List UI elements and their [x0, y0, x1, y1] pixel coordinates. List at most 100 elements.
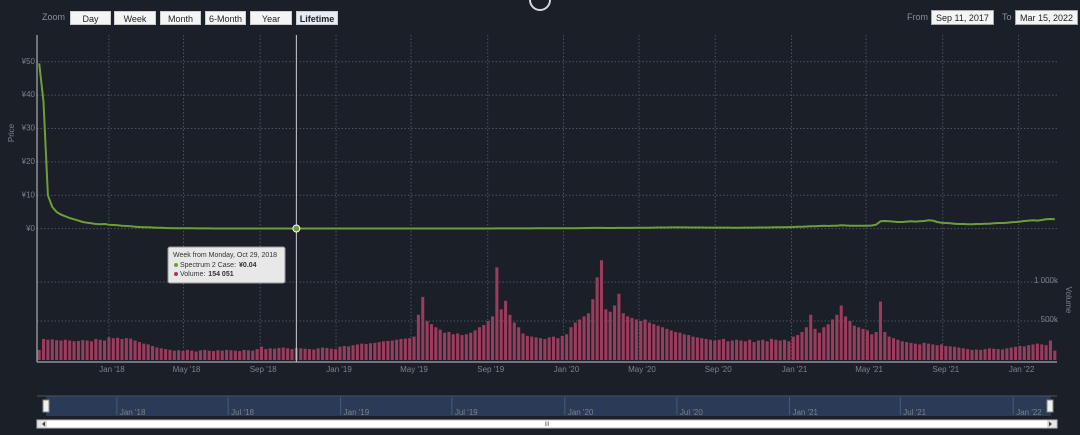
volume-bar: [150, 345, 155, 360]
tooltip-row: Volume: 154 051: [180, 271, 234, 278]
tooltip-dot: [174, 272, 178, 276]
volume-bar: [883, 331, 887, 360]
volume-bar: [212, 351, 216, 360]
volume-bar: [996, 349, 1000, 360]
volume-bar: [355, 344, 359, 360]
volume-bar: [839, 305, 843, 360]
volume-bar: [660, 327, 665, 360]
volume-bar: [992, 348, 996, 360]
volume-bar: [556, 338, 560, 360]
volume-bar: [865, 330, 869, 360]
to-date[interactable]: Mar 15, 2022: [1015, 10, 1078, 25]
volume-bar: [913, 343, 917, 360]
volume-bar: [94, 338, 98, 360]
volume-bar: [948, 346, 952, 360]
volume-bar: [682, 334, 686, 360]
volume-bar: [342, 345, 346, 360]
volume-bar: [329, 348, 333, 360]
volume-bar: [172, 350, 176, 360]
volume-bar: [386, 340, 390, 360]
volume-bar: [268, 348, 272, 360]
volume-bar: [438, 329, 442, 360]
volume-bar: [277, 347, 281, 360]
volume-bar: [669, 330, 673, 360]
volume-bar: [185, 349, 189, 360]
x-tick-label: Jan '19: [326, 365, 352, 374]
volume-bar: [425, 321, 429, 360]
volume-bar: [334, 349, 338, 360]
zoom-button[interactable]: Month: [160, 11, 201, 25]
scroll-arrow-left[interactable]: [42, 421, 45, 427]
volume-bar: [586, 313, 590, 360]
scroll-arrow-right[interactable]: [1049, 421, 1052, 427]
loading-icon: [529, 0, 551, 11]
volume-bar: [987, 348, 991, 360]
volume-bar: [538, 338, 542, 360]
zoom-button[interactable]: Lifetime: [296, 11, 338, 25]
x-tick-label: Jan '21: [782, 365, 808, 374]
volume-bar: [55, 340, 59, 360]
x-tick-label: Sep '18: [250, 365, 277, 374]
volume-bar: [953, 346, 957, 360]
volume-bar: [547, 337, 551, 360]
volume-bar: [717, 339, 721, 360]
volume-bar: [299, 348, 303, 360]
volume-bar: [748, 339, 752, 360]
volume-bar: [861, 328, 865, 360]
zoom-label: Zoom: [42, 12, 66, 22]
zoom-button[interactable]: Year: [250, 11, 292, 25]
volume-bar: [255, 349, 259, 360]
from-date[interactable]: Sep 11, 2017: [931, 10, 994, 25]
volume-bar: [983, 349, 987, 360]
volume-bar: [1044, 345, 1048, 360]
y-axis-title: Price: [7, 123, 16, 142]
scrollbar-thumb[interactable]: [45, 419, 1049, 429]
volume-bar: [613, 305, 617, 360]
volume-bar: [124, 338, 128, 360]
zoom-button[interactable]: 6-Month: [205, 11, 246, 25]
volume-bar: [477, 327, 481, 360]
volume-bar: [447, 331, 451, 360]
volume-bar: [783, 339, 787, 360]
volume-bar: [72, 341, 76, 360]
volume-bar: [739, 340, 743, 360]
volume-bar: [800, 331, 804, 360]
x-tick-label: May '19: [400, 365, 428, 374]
volume-bar: [1040, 344, 1044, 360]
tooltip: Week from Monday, Oct 29, 2018 Spectrum 2…: [167, 246, 286, 284]
volume-bar: [961, 348, 965, 360]
volume-bar: [246, 350, 250, 360]
scrollbar[interactable]: [36, 419, 1058, 429]
volume-bar: [521, 333, 525, 360]
volume-bar: [560, 335, 564, 360]
tooltip-row-label: Volume:: [180, 271, 205, 278]
volume-bar: [722, 338, 726, 360]
volume-bar: [909, 342, 913, 360]
navigator-handle[interactable]: [1046, 399, 1054, 413]
navigator-handle[interactable]: [42, 399, 50, 413]
volume-bar: [1009, 347, 1013, 360]
volume-bar: [905, 342, 909, 360]
volume-bar: [1031, 344, 1035, 360]
volume-bar: [966, 349, 970, 360]
volume-bar: [1014, 346, 1018, 360]
navigator-tick-label: Jan '19: [344, 408, 370, 417]
zoom-button[interactable]: Day: [70, 11, 111, 25]
volume-bar: [403, 338, 407, 360]
volume-bar: [726, 341, 730, 360]
volume-bar: [1048, 340, 1052, 360]
volume-bar: [708, 339, 712, 360]
volume-bar: [259, 346, 264, 360]
volume-bar: [844, 316, 848, 360]
y2-tick-label: 500k: [1041, 315, 1059, 324]
y2-axis-title: Volume: [1064, 287, 1073, 314]
navigator-tick-label: Jan '22: [1016, 408, 1042, 417]
zoom-button[interactable]: Week: [114, 11, 156, 25]
volume-bar: [652, 324, 656, 360]
volume-bar: [177, 350, 181, 360]
tooltip-row-value: 154 051: [208, 271, 233, 278]
volume-bar: [216, 350, 220, 360]
navigator-tick-label: Jul '21: [903, 408, 926, 417]
volume-bar: [512, 322, 516, 360]
